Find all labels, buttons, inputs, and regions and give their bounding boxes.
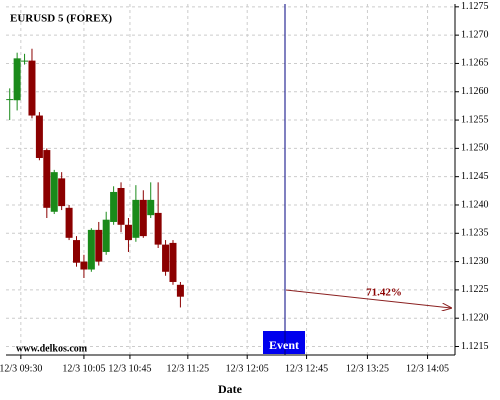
event-label: Event — [269, 338, 299, 352]
x-tick-label: 12/3 14:05 — [406, 363, 449, 374]
candle-body — [21, 60, 29, 62]
y-tick-label: 1.1220 — [461, 312, 489, 323]
y-tick-label: 1.1270 — [461, 29, 489, 40]
candle-body — [65, 207, 73, 238]
candle-body — [95, 229, 103, 262]
x-tick-label: 12/3 10:05 — [62, 363, 105, 374]
y-tick-label: 1.1215 — [461, 341, 489, 352]
x-axis-label: Date — [218, 382, 243, 396]
x-tick-label: 12/3 11:25 — [166, 363, 209, 374]
candle-body — [43, 150, 51, 208]
annotation: 71.42% — [366, 287, 402, 299]
x-tick-label: 12/3 12:45 — [285, 363, 328, 374]
x-tick-label: 12/3 12:05 — [226, 363, 269, 374]
arrow — [285, 289, 451, 308]
event-box — [263, 331, 305, 354]
x-tick-label: 12/3 13:25 — [346, 363, 389, 374]
y-tick-label: 1.1260 — [461, 86, 489, 97]
y-tick-label: 1.1250 — [461, 143, 489, 154]
candle-body — [139, 199, 147, 237]
candle-body — [13, 58, 21, 101]
candle-body — [50, 172, 58, 212]
y-tick-label: 1.1225 — [461, 284, 489, 295]
y-tick-label: 1.1230 — [461, 256, 489, 267]
x-tick-label: 12/3 09:30 — [0, 363, 42, 374]
candle-body — [147, 199, 155, 216]
candle-body — [35, 115, 43, 158]
candle-body — [28, 60, 36, 116]
candle-body — [80, 261, 88, 270]
x-tick-label: 12/3 10:45 — [108, 363, 151, 374]
candle-body — [162, 244, 170, 272]
candle-body — [73, 240, 81, 263]
candle-body — [124, 224, 132, 241]
candle-body — [58, 178, 66, 207]
candle-body — [110, 191, 118, 222]
candle-body — [169, 242, 177, 282]
source: www.delkos.com — [16, 343, 88, 354]
candle-body — [117, 187, 125, 225]
y-tick-label: 1.1275 — [461, 1, 489, 12]
candle-body — [154, 212, 162, 245]
y-tick-label: 1.1245 — [461, 171, 489, 182]
y-tick-label: 1.1240 — [461, 199, 489, 210]
candle-body — [87, 229, 95, 270]
candle-body — [102, 219, 110, 252]
candle-body — [6, 99, 14, 101]
chart-title: EURUSD 5 (FOREX) — [10, 13, 112, 25]
candle-body — [132, 199, 140, 238]
y-tick-label: 1.1255 — [461, 114, 489, 125]
y-tick-label: 1.1265 — [461, 58, 489, 69]
y-tick-label: 1.1235 — [461, 228, 489, 239]
candle-body — [176, 284, 184, 297]
